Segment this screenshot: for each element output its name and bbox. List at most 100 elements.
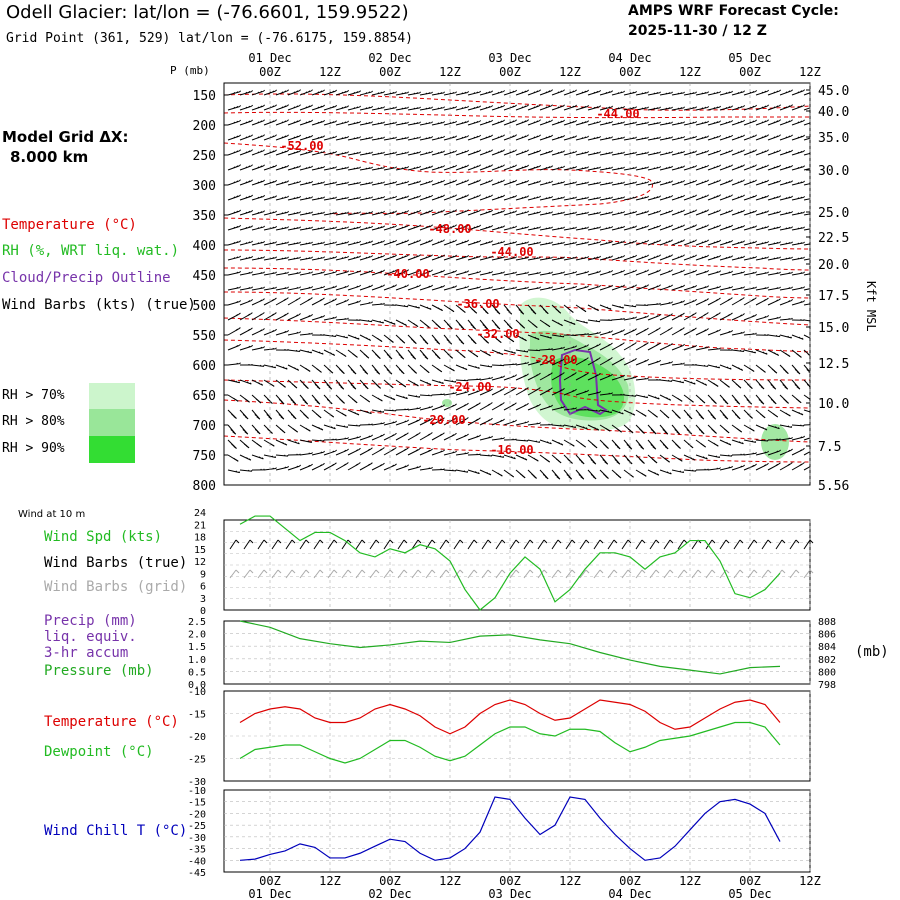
- wind-barb-flag: [318, 427, 321, 430]
- wind-barb: [527, 403, 541, 411]
- wind-barb: [575, 357, 589, 366]
- wind-barb-flag: [320, 271, 323, 274]
- wind-barb-flag: [296, 331, 299, 334]
- wind-barb-flag: [791, 180, 793, 183]
- wind-barb-flag: [726, 385, 730, 388]
- wind-barb-flag: [278, 414, 283, 418]
- wind-barb-flag: [368, 152, 370, 154]
- wind-barb-flag: [731, 285, 733, 288]
- wind-barb: [491, 119, 505, 126]
- wind-barb: [527, 334, 540, 341]
- wind-barb-flag: [623, 121, 625, 123]
- wind-barb-flag: [620, 106, 623, 109]
- wind-barb-flag: [239, 224, 241, 227]
- wind-barb-flag: [299, 286, 301, 288]
- wind-barb-flag: [632, 316, 634, 319]
- wind-barb-flag: [479, 134, 481, 137]
- wind-barb: [311, 135, 325, 141]
- wind-barb-flag: [263, 346, 265, 348]
- wind-barb-flag: [548, 226, 550, 229]
- wind-barb-flag: [762, 415, 766, 419]
- wind-barb: [515, 104, 529, 111]
- wind-barb-flag: [800, 211, 803, 214]
- wind-barb-flag: [536, 257, 538, 259]
- wind-barb-flag: [539, 210, 541, 213]
- wind-barb-shaft: [551, 286, 564, 291]
- wind-barb-flag: [281, 166, 284, 169]
- wind-barb-flag: [479, 149, 481, 152]
- wind-barb-flag: [335, 226, 337, 229]
- wind-barb: [551, 286, 565, 291]
- wind-barb: [467, 334, 477, 345]
- wind-barb-shaft: [515, 349, 528, 353]
- wind-barb-shaft: [563, 271, 576, 276]
- wind-barb-shaft: [383, 394, 396, 401]
- wind-barb-flag: [389, 241, 392, 244]
- wind-barb: [695, 379, 708, 386]
- wind-barb-flag: [267, 428, 271, 432]
- wind-barb-shaft: [803, 394, 810, 400]
- wind-barb: [491, 164, 505, 171]
- wind-barb-flag: [719, 91, 721, 93]
- wind-barb-flag: [521, 91, 524, 94]
- wind-barb-flag: [233, 196, 236, 199]
- wind-barb: [251, 134, 265, 141]
- wind-barb-flag: [761, 257, 764, 260]
- wind-barb-flag: [368, 182, 370, 184]
- wind-barb-flag: [608, 256, 611, 258]
- wind-barb-flag: [232, 431, 237, 435]
- wind-barb-shaft: [395, 304, 408, 308]
- wind-barb-flag: [488, 105, 491, 108]
- wind-barb: [347, 90, 361, 96]
- wind-barb-flag: [813, 151, 814, 152]
- wind-barb-shaft: [347, 285, 360, 291]
- wind-barb: [539, 165, 553, 171]
- wind-barb-flag: [779, 241, 781, 243]
- wind-barb-flag: [461, 196, 464, 199]
- wind-barb: [683, 312, 697, 321]
- wind-barb-flag: [605, 212, 608, 215]
- wind-barb-flag: [688, 398, 692, 401]
- wind-barb-flag: [788, 181, 791, 183]
- wind-barb-flag: [502, 387, 505, 390]
- wind-barb-flag: [256, 416, 261, 420]
- wind-barb-flag: [443, 135, 445, 138]
- wind-barb-flag: [742, 194, 745, 197]
- wind-barb-flag: [788, 120, 791, 123]
- wind-barb-flag: [728, 180, 731, 183]
- wind-barb-flag: [476, 225, 479, 228]
- wind-barb-flag: [356, 197, 358, 199]
- wind-barb-flag: [533, 91, 536, 94]
- wind-barb-flag: [497, 181, 500, 184]
- wind-barb-flag: [680, 151, 683, 154]
- wind-barb-flag: [356, 226, 359, 229]
- wind-barb-flag: [739, 298, 743, 301]
- wind-barb: [695, 269, 709, 276]
- wind-barb-flag: [752, 105, 755, 108]
- wind-barb-flag: [692, 225, 695, 228]
- wind-barb-flag: [284, 135, 287, 138]
- wind-barb-flag: [284, 272, 286, 274]
- wind-barb-flag: [743, 224, 745, 227]
- wind-barb-flag: [643, 343, 647, 346]
- wind-barb: [743, 297, 757, 306]
- wind-barb: [515, 164, 529, 171]
- wind-barb: [767, 134, 781, 141]
- wind-barb-shaft: [539, 348, 553, 351]
- wind-barb-flag: [497, 166, 500, 169]
- wind-barb-flag: [383, 196, 385, 198]
- wind-barb-flag: [617, 241, 620, 244]
- wind-barb-flag: [584, 212, 586, 214]
- wind-barb-flag: [671, 121, 673, 124]
- wind-barb: [395, 106, 409, 111]
- wind-barb-flag: [790, 299, 793, 302]
- wind-barb: [695, 298, 709, 306]
- wind-barb-flag: [475, 354, 479, 358]
- wind-barb-flag: [335, 211, 337, 214]
- wind-barb-flag: [635, 210, 637, 213]
- wind-barb: [455, 179, 469, 186]
- wind-barb-shaft: [227, 271, 240, 276]
- wind-barb-flag: [813, 302, 814, 303]
- wind-barb: [599, 373, 613, 381]
- wind-barb-flag: [320, 428, 324, 431]
